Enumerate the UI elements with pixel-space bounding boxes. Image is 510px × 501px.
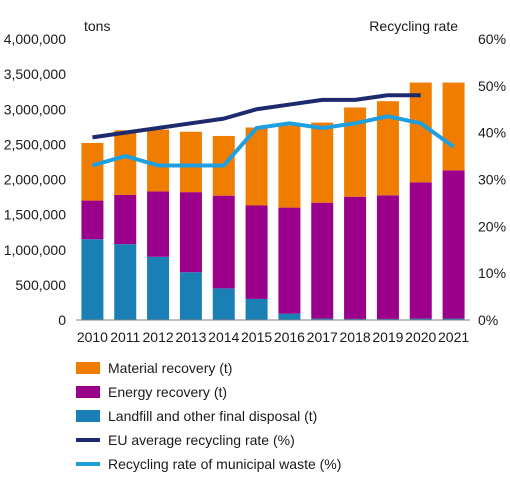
legend-swatch	[76, 410, 100, 422]
x-tick-label: 2018	[340, 329, 371, 345]
left-tick-label: 1,000,000	[4, 242, 66, 258]
x-tick-label: 2020	[405, 329, 436, 345]
left-tick-label: 1,500,000	[4, 207, 66, 223]
bar-segment-energy	[409, 182, 432, 319]
left-tick-label: 3,000,000	[4, 101, 66, 117]
legend-label: EU average recycling rate (%)	[108, 432, 295, 448]
bar-segment-material	[311, 122, 334, 203]
eu-average-line	[92, 93, 421, 140]
bar-segment-landfill	[311, 318, 334, 320]
legend-swatch	[76, 386, 100, 398]
bar-segment-material	[442, 82, 465, 171]
legend-label: Material recovery (t)	[108, 360, 232, 376]
legend-swatch	[76, 362, 100, 374]
left-tick-label: 500,000	[15, 277, 66, 293]
x-tick-label: 2011	[110, 329, 140, 345]
right-tick-label: 60%	[478, 31, 506, 47]
bar-segment-material	[278, 125, 301, 208]
right-axis-title: Recycling rate	[369, 18, 458, 34]
bar-segment-material	[147, 129, 170, 192]
left-tick-label: 4,000,000	[4, 31, 66, 47]
legend-label: Energy recovery (t)	[108, 384, 227, 400]
bar-segment-landfill	[114, 244, 137, 320]
bar-segment-landfill	[245, 298, 268, 320]
left-axis-title: tons	[84, 18, 110, 34]
bar-segment-material	[81, 142, 104, 201]
x-tick-label: 2017	[307, 329, 338, 345]
bar-segment-energy	[442, 170, 465, 319]
lines	[91, 93, 455, 168]
x-tick-label: 2010	[77, 329, 108, 345]
right-tick-label: 10%	[478, 265, 506, 281]
bar-segment-material	[409, 82, 432, 183]
right-tick-label: 0%	[478, 312, 498, 328]
left-tick-label: 2,000,000	[4, 172, 66, 188]
x-tick-label: 2014	[208, 329, 239, 345]
bars	[81, 82, 465, 320]
legend-label: Landfill and other final disposal (t)	[108, 408, 317, 424]
bar-segment-energy	[212, 195, 235, 289]
bar-segment-landfill	[409, 318, 432, 320]
left-tick-label: 2,500,000	[4, 136, 66, 152]
left-tick-label: 3,500,000	[4, 66, 66, 82]
bar-segment-material	[114, 130, 137, 195]
left-axis: 0 500,000 1,000,000 1,500,000 2,000,000 2,500…	[4, 31, 67, 328]
x-axis: 2010 2011 2012 2013 2014 2015 2016 2017 2018 2019…	[77, 329, 470, 345]
bar-segment-energy	[278, 207, 301, 314]
right-tick-label: 30%	[478, 172, 506, 188]
bar-segment-landfill	[179, 272, 202, 320]
bar-segment-landfill	[81, 239, 104, 320]
bar-segment-landfill	[147, 256, 170, 320]
x-tick-label: 2019	[372, 329, 403, 345]
right-axis: 0% 10% 20% 30% 40% 50% 60%	[478, 31, 506, 328]
bar-segment-material	[179, 131, 202, 193]
right-tick-label: 20%	[478, 218, 506, 234]
bar-segment-energy	[344, 196, 367, 319]
municipal-rate-line	[91, 114, 455, 168]
bar-segment-energy	[147, 191, 170, 257]
bar-segment-energy	[311, 202, 334, 319]
bar-segment-material	[245, 127, 268, 206]
x-tick-label: 2021	[438, 329, 469, 345]
legend-label: Recycling rate of municipal waste (%)	[108, 456, 341, 472]
x-tick-label: 2016	[274, 329, 305, 345]
bar-segment-energy	[376, 195, 399, 319]
left-tick-label: 0	[58, 312, 66, 328]
bar-segment-energy	[81, 200, 104, 240]
bar-segment-landfill	[442, 318, 465, 320]
x-tick-label: 2013	[175, 329, 206, 345]
legend: Material recovery (t) Energy recovery (t)…	[76, 360, 341, 472]
bar-segment-energy	[179, 192, 202, 273]
x-tick-label: 2015	[241, 329, 272, 345]
right-tick-label: 40%	[478, 125, 506, 141]
bar-segment-material	[376, 101, 399, 196]
x-tick-label: 2012	[143, 329, 174, 345]
bar-segment-material	[344, 107, 367, 197]
bar-segment-landfill	[278, 313, 301, 320]
bar-segment-landfill	[344, 318, 367, 320]
bar-segment-landfill	[212, 288, 235, 320]
bar-segment-energy	[245, 205, 268, 299]
right-tick-label: 50%	[478, 78, 506, 94]
bar-segment-energy	[114, 194, 137, 245]
bar-segment-landfill	[376, 318, 399, 320]
